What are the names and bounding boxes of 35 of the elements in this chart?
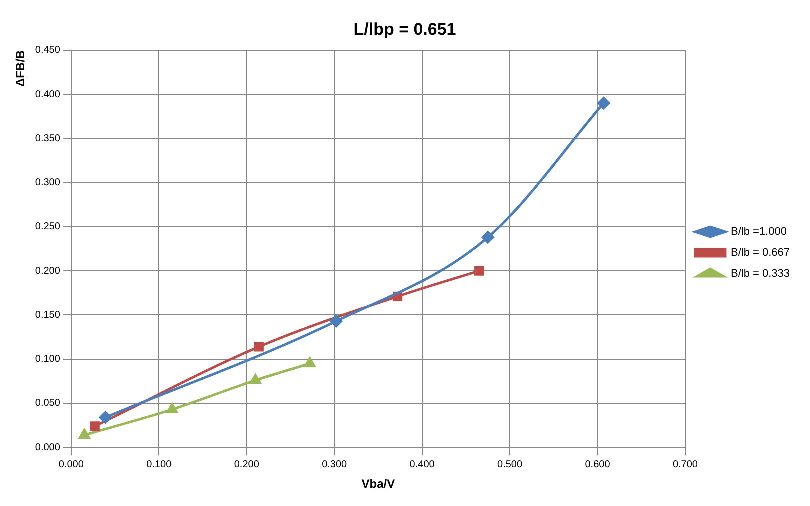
y-tick-label: 0.150 (35, 310, 61, 321)
y-axis-title: ΔFB/B (14, 50, 28, 88)
legend-label: B/lb = 0.667 (730, 247, 790, 260)
x-tick-label: 0.100 (146, 459, 172, 470)
legend-label: B/lb =1.000 (730, 226, 787, 238)
x-tick-label: 0.000 (58, 459, 84, 470)
x-tick-label: 0.500 (498, 459, 523, 470)
y-tick-label: 0.400 (35, 89, 61, 100)
point (90, 422, 100, 432)
point (304, 357, 316, 368)
x-tick-label: 0.400 (410, 459, 436, 470)
x-tick-label: 0.200 (234, 459, 260, 470)
x-tick-label: 0.300 (322, 459, 348, 470)
y-tick-label: 0.250 (35, 222, 61, 233)
legend-label: B/lb = 0.333 (730, 268, 790, 280)
y-tick-label: 0.450 (35, 45, 61, 56)
y-tick-label: 0.350 (35, 133, 61, 144)
y-tick-label: 0.300 (35, 178, 61, 189)
point (250, 374, 262, 384)
y-tick-label: 0.050 (35, 398, 61, 410)
point (474, 266, 484, 276)
x-tick-label: 0.700 (672, 459, 698, 470)
point (330, 315, 343, 328)
y-tick-label: 0.000 (35, 442, 61, 454)
point (482, 231, 494, 244)
point (99, 411, 112, 424)
point (598, 97, 610, 110)
point (166, 403, 178, 414)
y-tick-label: 0.200 (35, 266, 61, 277)
y-tick-label: 0.100 (35, 354, 61, 366)
x-tick-label: 0.600 (585, 459, 611, 470)
x-axis-title: Vba/V (362, 477, 396, 492)
point (79, 428, 90, 439)
point (254, 342, 264, 352)
chart-title: L/lbp = 0.651 (354, 20, 456, 39)
